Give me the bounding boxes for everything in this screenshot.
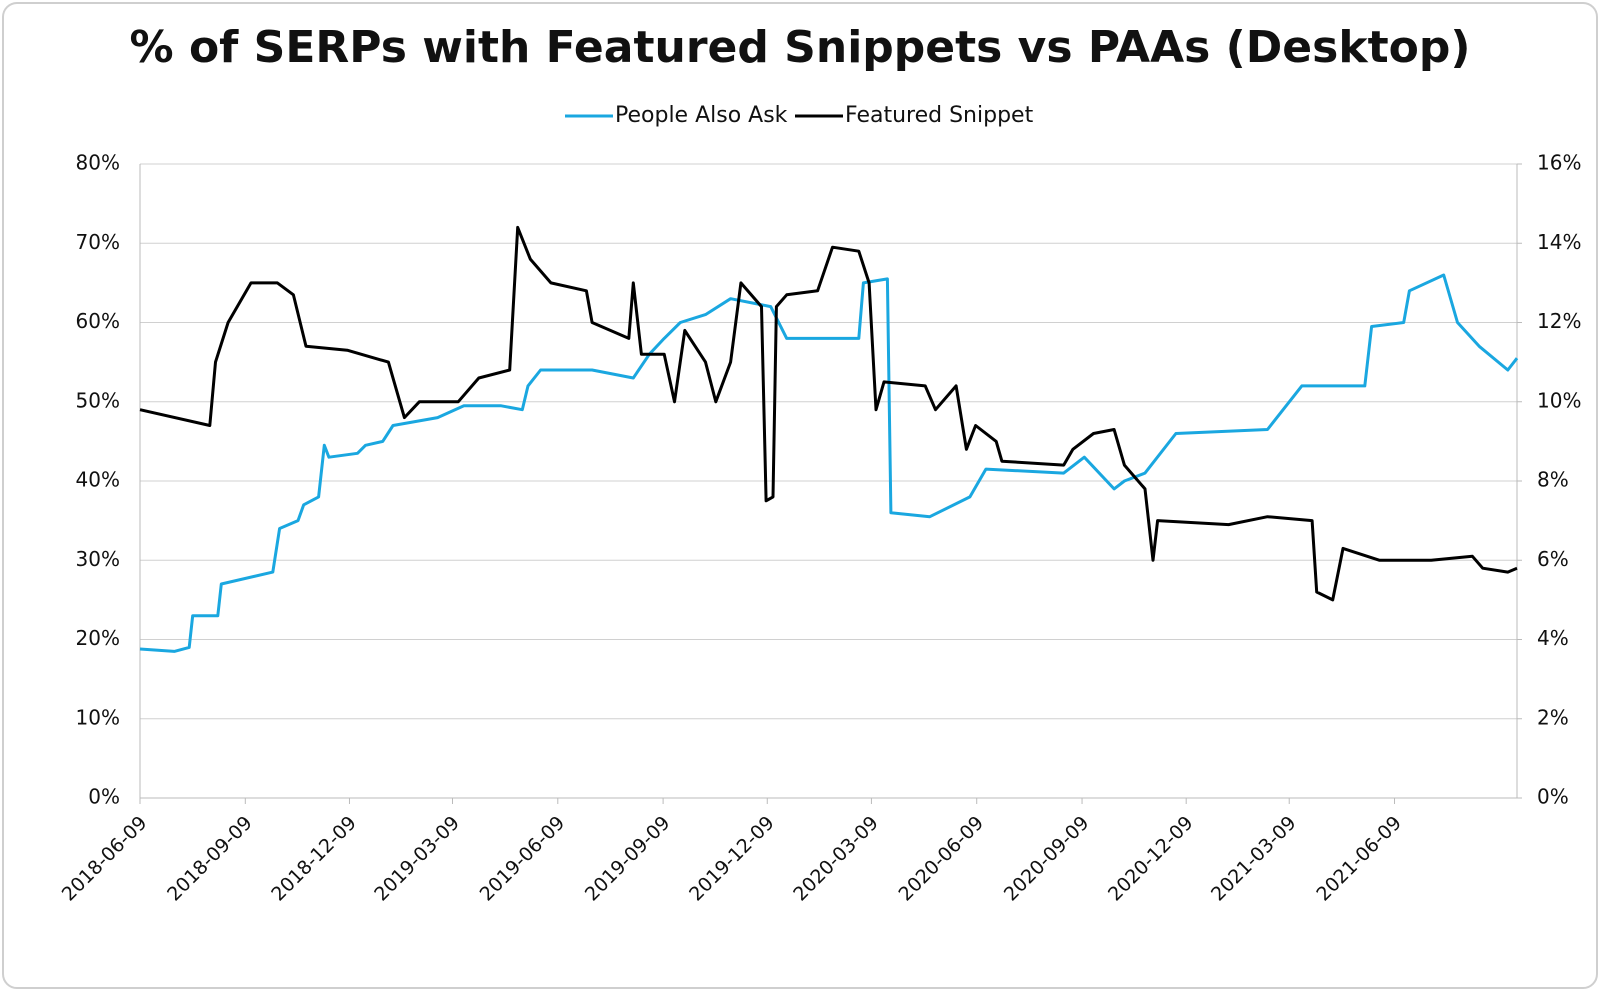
y2-tick-label: 2%: [1537, 705, 1569, 729]
y2-tick-label: 10%: [1537, 388, 1581, 412]
y2-tick-label: 14%: [1537, 230, 1581, 254]
y2-tick-label: 0%: [1537, 785, 1569, 809]
y2-tick-label: 6%: [1537, 547, 1569, 571]
y-tick-label: 40%: [76, 468, 120, 492]
y-tick-label: 10%: [76, 705, 120, 729]
y2-tick-label: 16%: [1537, 151, 1581, 175]
y2-tick-label: 12%: [1537, 309, 1581, 333]
legend-label: Featured Snippet: [845, 103, 1034, 128]
y-tick-label: 80%: [76, 151, 120, 175]
y-tick-label: 70%: [76, 230, 120, 254]
y2-tick-label: 4%: [1537, 626, 1569, 650]
y-tick-label: 0%: [88, 785, 120, 809]
y2-tick-label: 8%: [1537, 468, 1569, 492]
y-tick-label: 60%: [76, 309, 120, 333]
series-line: [139, 225, 1518, 602]
y-tick-label: 30%: [76, 547, 120, 571]
series-line: [139, 273, 1519, 653]
legend-label: People Also Ask: [615, 103, 788, 128]
chart-title: % of SERPs with Featured Snippets vs PAA…: [130, 22, 1471, 73]
y-tick-label: 50%: [76, 388, 120, 412]
y-tick-label: 20%: [76, 626, 120, 650]
